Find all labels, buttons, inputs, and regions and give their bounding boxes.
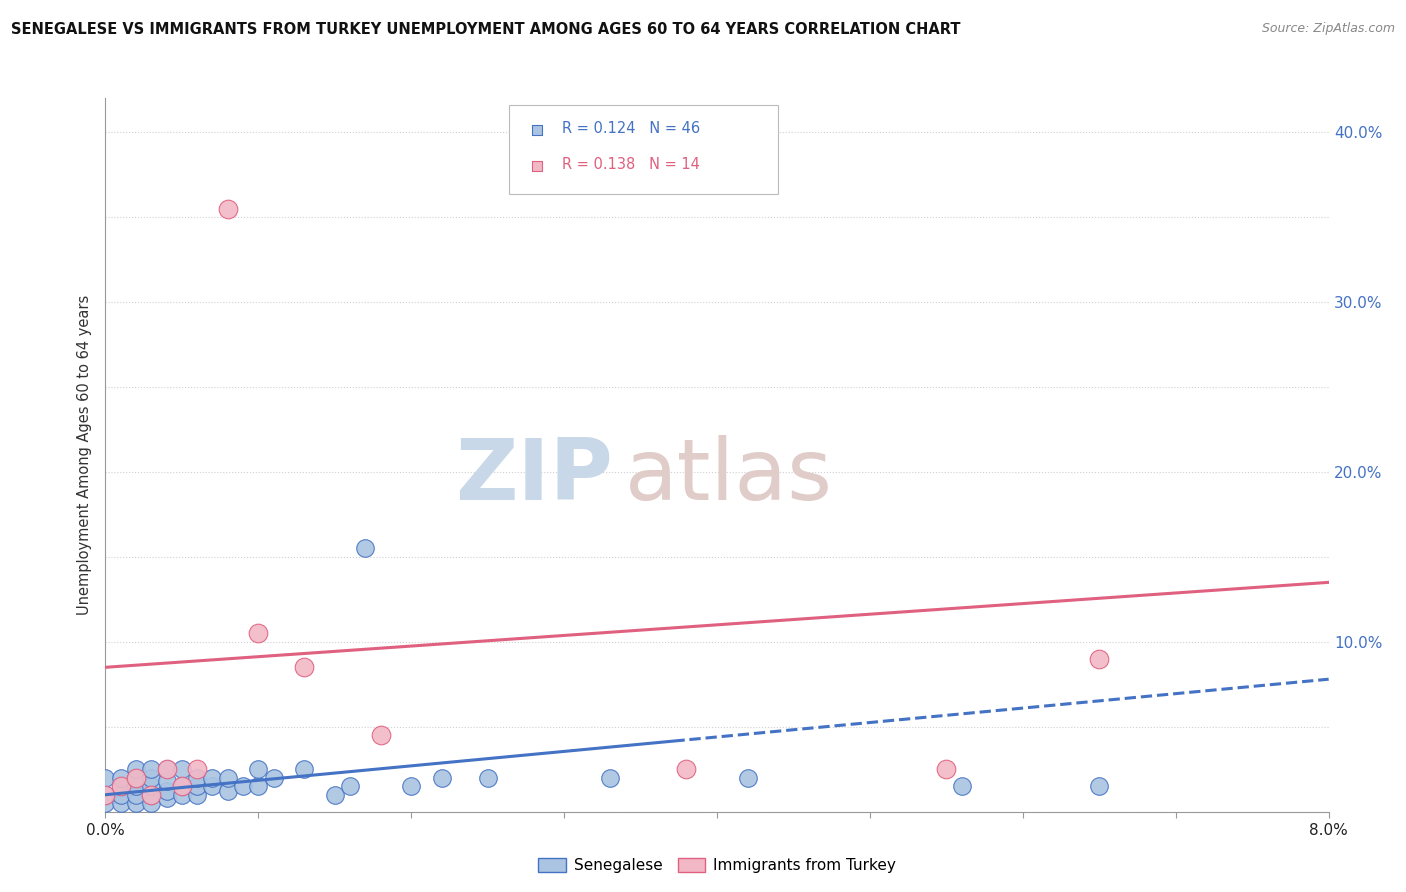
Legend: Senegalese, Immigrants from Turkey: Senegalese, Immigrants from Turkey xyxy=(533,852,901,879)
Text: R = 0.124   N = 46: R = 0.124 N = 46 xyxy=(562,121,700,136)
Point xyxy=(94,796,117,810)
Text: SENEGALESE VS IMMIGRANTS FROM TURKEY UNEMPLOYMENT AMONG AGES 60 TO 64 YEARS CORR: SENEGALESE VS IMMIGRANTS FROM TURKEY UNE… xyxy=(11,22,960,37)
Point xyxy=(94,788,117,802)
Point xyxy=(247,762,270,776)
Point xyxy=(232,779,254,793)
Point xyxy=(141,788,163,802)
Point xyxy=(477,771,499,785)
Point xyxy=(737,771,759,785)
Point xyxy=(125,771,148,785)
Point xyxy=(110,779,132,793)
Text: atlas: atlas xyxy=(626,434,834,518)
Point xyxy=(186,771,208,785)
Text: ZIP: ZIP xyxy=(456,434,613,518)
Point xyxy=(186,779,208,793)
Point xyxy=(125,788,148,802)
Text: R = 0.138   N = 14: R = 0.138 N = 14 xyxy=(562,157,700,172)
Point xyxy=(125,771,148,785)
Point xyxy=(292,660,315,674)
Point xyxy=(141,779,163,793)
Point xyxy=(217,771,239,785)
Point xyxy=(170,788,193,802)
Point xyxy=(110,771,132,785)
Point xyxy=(1088,652,1111,666)
Point xyxy=(217,202,239,216)
Point xyxy=(675,762,697,776)
Point xyxy=(156,784,179,798)
Point xyxy=(141,788,163,802)
Point xyxy=(247,779,270,793)
Point xyxy=(125,762,148,776)
Point xyxy=(94,771,117,785)
Point xyxy=(354,541,377,556)
Point xyxy=(263,771,285,785)
Point xyxy=(323,788,346,802)
Point xyxy=(156,791,179,805)
Point xyxy=(170,762,193,776)
Point xyxy=(110,779,132,793)
Y-axis label: Unemployment Among Ages 60 to 64 years: Unemployment Among Ages 60 to 64 years xyxy=(77,294,93,615)
Point xyxy=(156,762,179,776)
Point xyxy=(247,626,270,640)
Point xyxy=(370,728,392,742)
Point xyxy=(292,762,315,776)
Point xyxy=(430,771,453,785)
Point xyxy=(339,779,361,793)
Text: Source: ZipAtlas.com: Source: ZipAtlas.com xyxy=(1261,22,1395,36)
Point xyxy=(599,771,621,785)
Point xyxy=(1088,779,1111,793)
Point xyxy=(217,784,239,798)
Point xyxy=(186,788,208,802)
Point xyxy=(125,796,148,810)
Point xyxy=(401,779,423,793)
FancyBboxPatch shape xyxy=(509,105,779,194)
Point xyxy=(201,771,224,785)
Point xyxy=(950,779,973,793)
Point xyxy=(170,779,193,793)
Point xyxy=(94,788,117,802)
Point xyxy=(141,771,163,785)
Point xyxy=(141,796,163,810)
Point xyxy=(110,796,132,810)
Point xyxy=(186,762,208,776)
Point xyxy=(141,762,163,776)
Point xyxy=(125,779,148,793)
Point xyxy=(110,788,132,802)
Point xyxy=(156,774,179,789)
Point xyxy=(156,762,179,776)
Point xyxy=(201,779,224,793)
Point xyxy=(935,762,957,776)
Point xyxy=(170,779,193,793)
